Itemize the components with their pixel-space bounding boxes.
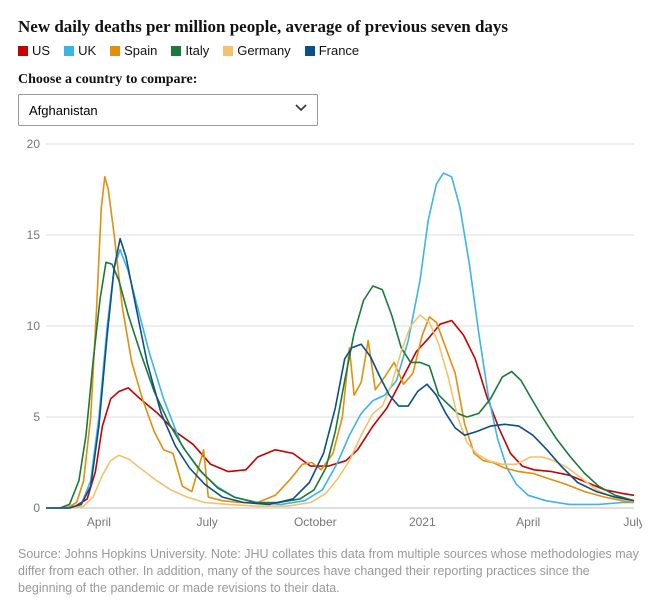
legend-label: Spain: [124, 43, 157, 58]
country-select-wrap: Afghanistan: [18, 94, 318, 126]
legend: US UK Spain Italy Germany France: [18, 43, 642, 58]
x-tick-label: April: [87, 515, 111, 529]
legend-swatch: [18, 46, 28, 56]
legend-label: France: [319, 43, 359, 58]
legend-item-uk: UK: [64, 43, 96, 58]
legend-label: UK: [78, 43, 96, 58]
legend-label: US: [32, 43, 50, 58]
legend-swatch: [171, 46, 181, 56]
chart-container: New daily deaths per million people, ave…: [0, 0, 660, 615]
x-tick-label: July: [623, 515, 642, 529]
chooser-label: Choose a country to compare:: [18, 72, 642, 88]
x-tick-label: April: [516, 515, 540, 529]
y-tick-label: 15: [27, 228, 41, 242]
y-tick-label: 20: [27, 137, 41, 151]
source-note: Source: Johns Hopkins University. Note: …: [18, 546, 642, 597]
x-ticks: April July October 2021 April July: [87, 515, 642, 529]
x-tick-label: October: [294, 515, 337, 529]
legend-swatch: [305, 46, 315, 56]
chart-title: New daily deaths per million people, ave…: [18, 16, 642, 37]
legend-label: Germany: [237, 43, 290, 58]
series-germany: [46, 315, 634, 508]
series-us: [46, 321, 634, 509]
x-tick-label: July: [196, 515, 217, 529]
legend-item-italy: Italy: [171, 43, 209, 58]
x-tick-label: 2021: [409, 515, 436, 529]
legend-swatch: [223, 46, 233, 56]
legend-swatch: [64, 46, 74, 56]
legend-item-spain: Spain: [110, 43, 157, 58]
legend-item-us: US: [18, 43, 50, 58]
country-select[interactable]: Afghanistan: [18, 94, 318, 126]
y-tick-label: 5: [33, 410, 40, 424]
legend-label: Italy: [185, 43, 209, 58]
chart-plot: 0 5 10 15 20 April July October 2021 April July: [18, 136, 642, 536]
legend-item-france: France: [305, 43, 359, 58]
legend-item-germany: Germany: [223, 43, 290, 58]
legend-swatch: [110, 46, 120, 56]
y-tick-label: 10: [27, 319, 41, 333]
y-tick-label: 0: [33, 501, 40, 515]
